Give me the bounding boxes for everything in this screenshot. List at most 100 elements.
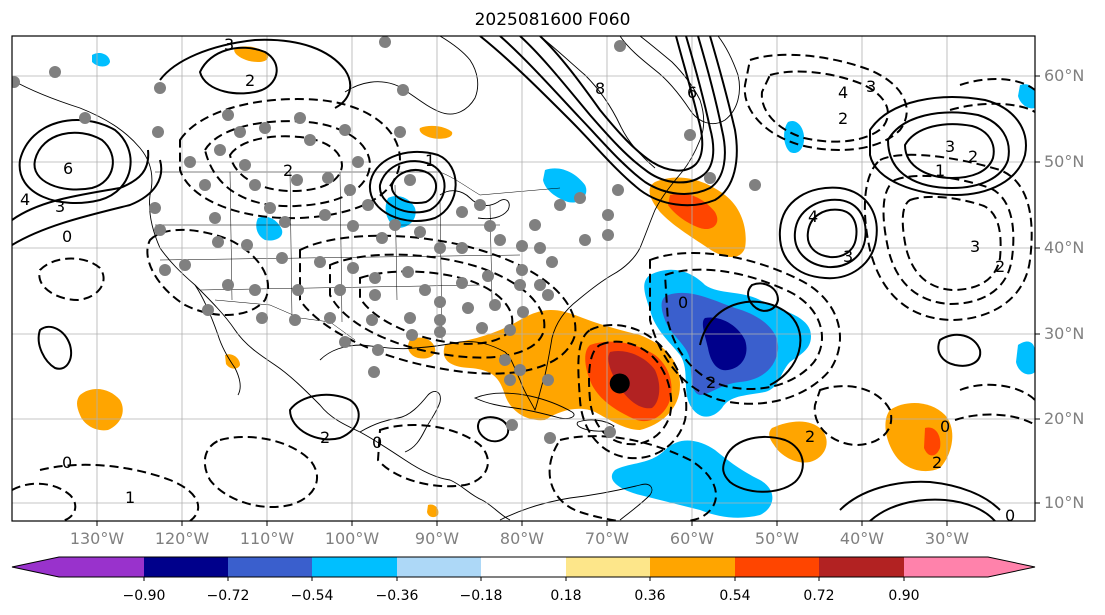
contour-label: 2	[706, 373, 716, 392]
contour-label: 2	[968, 147, 978, 166]
contour-far-east-pos	[937, 333, 982, 367]
contour-label: 6	[687, 83, 697, 102]
contour-lakes-high-1	[378, 160, 446, 214]
lat-label: 10°N	[1044, 493, 1085, 512]
lon-label: 120°W	[154, 529, 210, 548]
lat-label: 50°N	[1044, 152, 1085, 171]
lat-label: 60°N	[1044, 66, 1085, 85]
contour-east-high-1	[869, 96, 1027, 197]
contour-far-east-2	[869, 498, 996, 521]
negative-shade-far-east	[1016, 341, 1035, 375]
station-dots	[12, 36, 761, 444]
lat-label: 20°N	[1044, 409, 1085, 428]
colorbar-segment	[59, 557, 144, 577]
map-title: 2025081600 F060	[474, 10, 631, 30]
colorbar-segment	[566, 557, 650, 577]
contour-neg-south-2	[39, 463, 200, 521]
contour-label: 0	[1005, 506, 1015, 525]
contour-ne-pos	[747, 282, 780, 312]
positive-shade-pac	[77, 388, 123, 431]
contour-atl-ridge-4	[539, 36, 704, 172]
contour-neg-west-2	[38, 257, 105, 302]
contour-canada-2	[159, 38, 352, 109]
contour-label: 2	[320, 428, 330, 447]
map-background	[12, 36, 1035, 521]
contour-label: 3	[945, 137, 955, 156]
contour-neg-plains-1	[179, 98, 402, 220]
colorbar-outline	[11, 556, 1036, 578]
coastline-great-lakes	[439, 190, 510, 220]
colorbar-tick-label: 0.36	[634, 588, 666, 604]
lon-label: 50°W	[754, 529, 800, 548]
positive-shade-east-core	[924, 427, 941, 456]
lon-label: 110°W	[239, 529, 295, 548]
colorbar-tick-label: −0.36	[375, 588, 419, 604]
contour-neg-atl-far	[949, 78, 1035, 113]
contour-neg-west-1	[146, 228, 270, 316]
lon-label: 30°W	[924, 529, 970, 548]
colorbar-tick-label: 0.90	[888, 588, 920, 604]
gridlines	[12, 36, 1035, 521]
contour-label: 2	[805, 427, 815, 446]
lat-label: 30°N	[1044, 324, 1085, 343]
tick-marks	[96, 75, 1040, 526]
contour-neg-ne-2	[760, 70, 889, 143]
contour-mid-high-2	[793, 198, 867, 269]
lon-label: 40°W	[839, 529, 885, 548]
colorbar-segment	[735, 557, 819, 577]
contour-neg-east-3	[901, 195, 1002, 292]
contour-label: 0	[62, 227, 72, 246]
colorbar-tick-label: −0.54	[290, 588, 334, 604]
coastline-hudson	[344, 36, 479, 115]
contour-label: 3	[843, 247, 853, 266]
contour-atl-ridge-3	[519, 36, 715, 184]
contour-label: 3	[55, 197, 65, 216]
colorbar	[11, 556, 1036, 581]
contour-neg-east-2	[882, 174, 1015, 306]
contour-neg-trop-1	[577, 324, 688, 460]
contour-neg-south-1	[203, 435, 319, 509]
contour-pac-1	[37, 325, 72, 370]
contour-atl-low	[699, 300, 802, 386]
contour-neg-trop-2	[588, 340, 673, 446]
contour-label: 6	[63, 159, 73, 178]
contour-neg-sw	[12, 482, 77, 521]
contour-neg-far-east	[954, 383, 1035, 426]
contour-label: 0	[62, 453, 72, 472]
contour-east-high-3	[903, 123, 995, 180]
negative-shade-atl-core	[702, 317, 747, 371]
contour-label: 1	[425, 151, 435, 170]
map-frame	[11, 35, 1036, 522]
lon-label: 90°W	[414, 529, 460, 548]
contour-label: 0	[372, 433, 382, 452]
contour-west-high-4	[12, 159, 163, 246]
contour-neg-se-3	[359, 270, 514, 345]
colorbar-segment	[12, 557, 59, 577]
contour-canada	[198, 46, 278, 95]
coastline-greenland	[619, 36, 740, 124]
contour-label: 0	[678, 293, 688, 312]
colorbar-tick-label: 0.18	[550, 588, 582, 604]
contour-label: 3	[866, 77, 876, 96]
contour-trop-high	[722, 435, 804, 493]
contour-mid-high-1	[778, 186, 878, 280]
lon-label: 80°W	[499, 529, 545, 548]
lat-label: 40°N	[1044, 238, 1085, 257]
colorbar-segment	[397, 557, 481, 577]
positive-shade-pan	[427, 504, 439, 518]
colorbar-segment	[312, 557, 397, 577]
contour-lakes-high-3	[368, 150, 457, 222]
contour-atl-ridge-2	[499, 36, 726, 195]
lon-label: 100°W	[324, 529, 380, 548]
positive-shade-max	[608, 350, 660, 409]
contour-label: 3	[970, 237, 980, 256]
coastline-cuba	[473, 392, 575, 419]
colorbar-segment	[819, 557, 904, 577]
colorbar-tick-label: −0.18	[459, 588, 503, 604]
contour-label: 4	[838, 83, 848, 102]
contour-neg-mid-2	[376, 424, 489, 488]
contour-neg-se-2	[329, 253, 546, 359]
contour-neg-atl-e	[813, 385, 893, 447]
storm-center-marker	[609, 373, 630, 394]
